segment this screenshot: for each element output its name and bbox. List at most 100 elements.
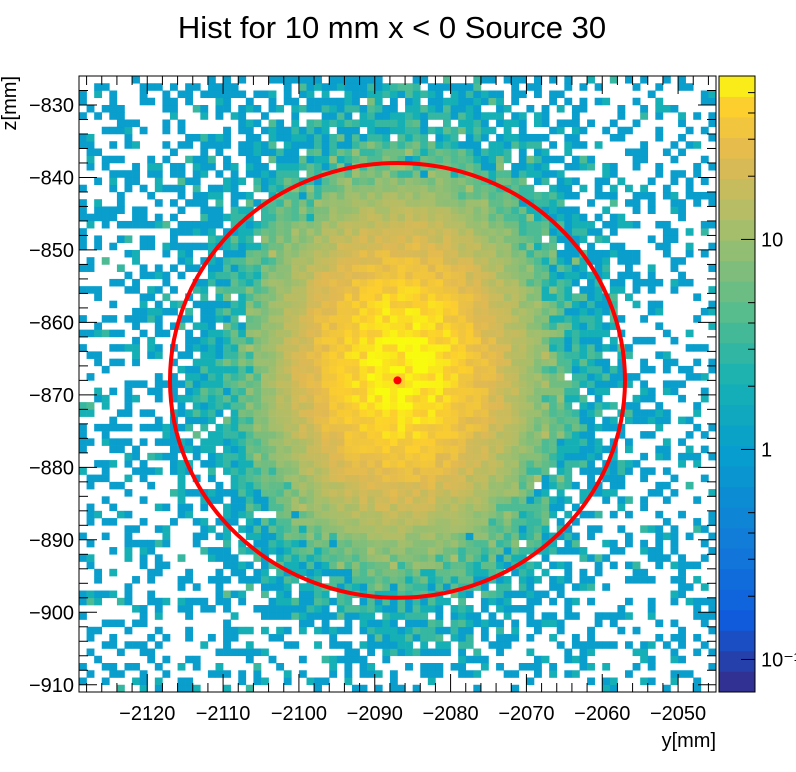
heatmap-cell	[602, 191, 611, 200]
heatmap-cell	[579, 271, 588, 280]
heatmap-cell	[503, 409, 512, 417]
heatmap-cell	[298, 612, 307, 620]
heatmap-cell	[223, 365, 231, 374]
heatmap-cell	[458, 532, 467, 541]
heatmap-cell	[374, 626, 383, 635]
heatmap-cell	[678, 365, 686, 374]
heatmap-cell	[321, 126, 330, 135]
heatmap-cell	[147, 590, 156, 599]
heatmap-cell	[139, 235, 148, 243]
heatmap-cell	[564, 510, 573, 519]
heatmap-cell	[223, 641, 231, 649]
heatmap-cell	[526, 409, 535, 417]
heatmap-cell	[192, 336, 201, 345]
heatmap-cell	[177, 170, 186, 178]
heatmap-cell	[86, 438, 95, 446]
heatmap-cell	[526, 344, 535, 352]
heatmap-cell	[420, 119, 429, 128]
heatmap-cell	[86, 670, 95, 678]
heatmap-cell	[458, 597, 467, 606]
heatmap-cell	[192, 431, 201, 439]
heatmap-cell	[526, 402, 535, 410]
heatmap-cell	[215, 148, 224, 157]
heatmap-cell	[329, 373, 338, 381]
heatmap-cell	[352, 191, 360, 200]
heatmap-cell	[336, 380, 345, 388]
heatmap-cell	[321, 518, 330, 526]
heatmap-cell	[397, 605, 406, 613]
heatmap-cell	[124, 133, 133, 142]
heatmap-cell	[541, 503, 550, 512]
heatmap-cell	[564, 242, 573, 251]
heatmap-cell	[571, 293, 580, 301]
heatmap-cell	[564, 467, 573, 475]
heatmap-cell	[640, 141, 649, 149]
heatmap-cell	[223, 249, 231, 258]
heatmap-cell	[321, 481, 330, 490]
heatmap-cell	[571, 126, 580, 135]
heatmap-cell	[556, 503, 565, 512]
heatmap-cell	[245, 561, 254, 570]
heatmap-cell	[223, 184, 231, 193]
heatmap-cell	[708, 90, 717, 99]
heatmap-cell	[245, 170, 254, 178]
heatmap-cell	[382, 300, 391, 309]
heatmap-cell	[609, 76, 618, 84]
heatmap-cell	[382, 583, 391, 591]
heatmap-cell	[192, 83, 201, 91]
heatmap-cell	[389, 394, 398, 403]
heatmap-cell	[534, 489, 542, 497]
heatmap-cell	[564, 380, 573, 388]
heatmap-cell	[298, 104, 307, 113]
heatmap-cell	[647, 467, 656, 475]
heatmap-cell	[207, 264, 216, 272]
heatmap-cell	[230, 387, 239, 396]
heatmap-cell	[397, 155, 406, 164]
heatmap-cell	[609, 510, 618, 519]
heatmap-cell	[86, 329, 95, 338]
heatmap-cell	[298, 155, 307, 164]
heatmap-cell	[488, 539, 497, 548]
heatmap-cell	[518, 590, 527, 599]
heatmap-cell	[314, 387, 322, 396]
heatmap-cell	[443, 141, 451, 149]
heatmap-cell	[412, 184, 421, 193]
heatmap-cell	[359, 228, 368, 236]
heatmap-cell	[367, 626, 376, 635]
heatmap-cell	[496, 438, 504, 446]
heatmap-cell	[458, 300, 467, 309]
heatmap-cell	[397, 184, 406, 193]
heatmap-cell	[443, 344, 451, 352]
heatmap-cell	[556, 394, 565, 403]
heatmap-cell	[412, 133, 421, 142]
heatmap-cell	[154, 329, 163, 338]
heatmap-cell	[700, 344, 709, 352]
heatmap-cell	[116, 329, 125, 338]
heatmap-cell	[352, 119, 360, 128]
heatmap-cell	[223, 141, 231, 149]
heatmap-cell	[382, 133, 391, 142]
heatmap-cell	[541, 489, 550, 497]
heatmap-cell	[261, 481, 269, 490]
heatmap-cell	[374, 206, 383, 214]
heatmap-cell	[245, 119, 254, 128]
heatmap-cell	[594, 315, 603, 323]
heatmap-cell	[238, 228, 247, 236]
heatmap-cell	[632, 257, 641, 265]
heatmap-cell	[336, 242, 345, 251]
heatmap-cell	[405, 83, 413, 91]
heatmap-cell	[223, 576, 231, 584]
heatmap-cell	[283, 380, 292, 388]
heatmap-cell	[245, 104, 254, 113]
heatmap-cell	[223, 402, 231, 410]
heatmap-cell	[397, 568, 406, 577]
heatmap-cell	[177, 351, 186, 359]
heatmap-cell	[488, 300, 497, 309]
heatmap-cell	[450, 387, 459, 396]
heatmap-cell	[238, 547, 247, 555]
heatmap-cell	[587, 322, 595, 330]
heatmap-cell	[526, 329, 535, 338]
heatmap-cell	[336, 510, 345, 519]
heatmap-cell	[374, 264, 383, 272]
heatmap-cell	[268, 286, 277, 294]
